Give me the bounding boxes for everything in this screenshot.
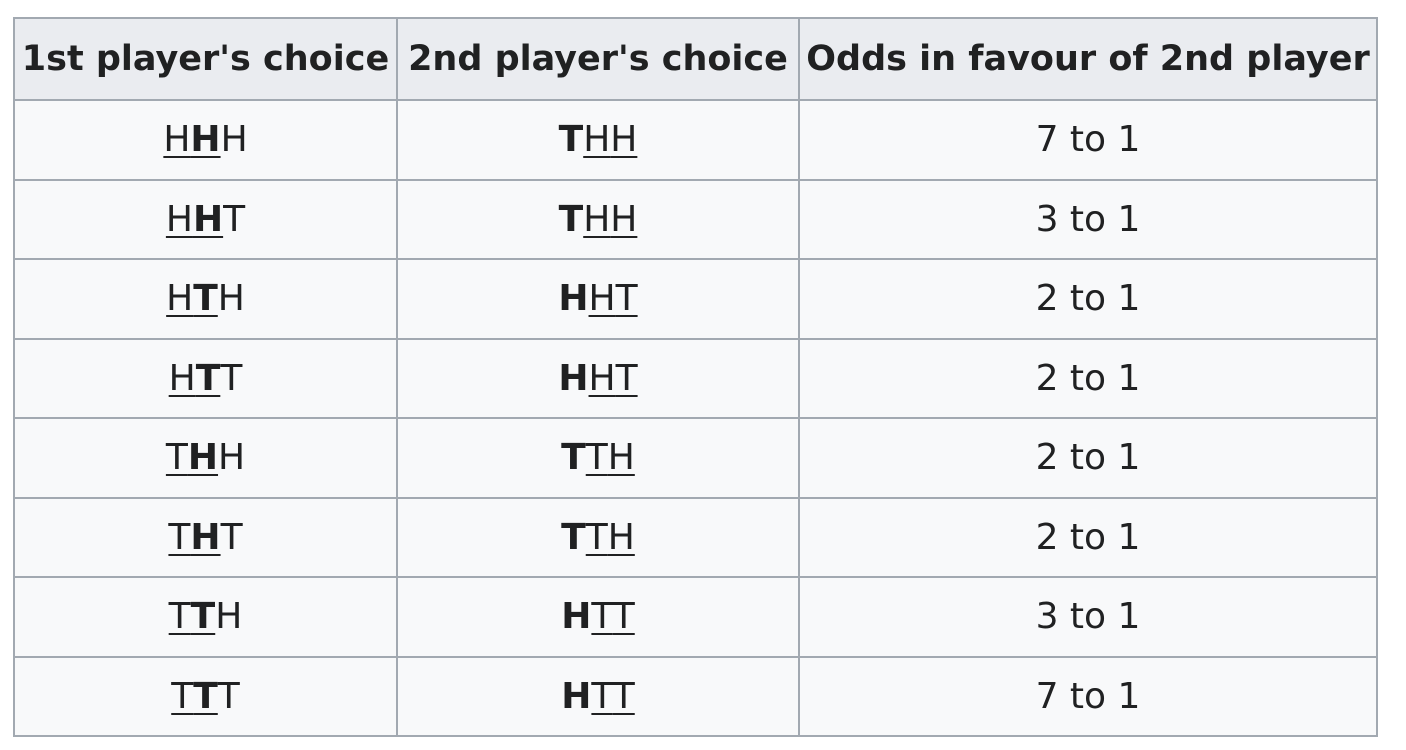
second-choice-letter: H: [610, 119, 638, 161]
table-body: HHH THH 7 to 1 HHT THH 3 to 1 HTH HHT 2 to 1 HTT H…: [13, 99, 1378, 737]
first-choice-letter: T: [168, 516, 191, 558]
first-choice-letter: T: [190, 596, 216, 638]
second-choice-letter: H: [610, 198, 638, 240]
table-row: THH TTH 2 to 1: [13, 417, 1378, 499]
second-choice-letter: T: [585, 437, 608, 479]
first-choice-cell: TTT: [13, 655, 398, 737]
second-choice-cell: TTH: [396, 417, 800, 499]
odds-cell: 2 to 1: [798, 417, 1378, 499]
odds-cell: 3 to 1: [798, 576, 1378, 658]
second-choice-letter: T: [558, 119, 584, 161]
first-choice-letter: T: [217, 675, 240, 717]
first-choice-letter: T: [220, 357, 243, 399]
second-choice-cell: HTT: [396, 655, 800, 737]
second-choice-letter: T: [561, 437, 586, 479]
second-choice-letter: H: [588, 357, 616, 399]
second-choice-letter: T: [591, 596, 613, 638]
second-choice-letter: H: [561, 596, 592, 638]
second-choice-letter: T: [558, 198, 584, 240]
first-choice-letter: T: [223, 198, 246, 240]
first-choice-cell: HHH: [13, 99, 398, 181]
second-choice-letter: H: [558, 357, 589, 399]
first-choice-letter: T: [193, 675, 218, 717]
second-choice-cell: THH: [396, 178, 800, 260]
second-choice-letter: H: [607, 516, 635, 558]
table-row: HHH THH 7 to 1: [13, 99, 1378, 181]
second-choice-letter: H: [558, 278, 589, 320]
odds-cell: 2 to 1: [798, 337, 1378, 419]
header-first-choice: 1st player's choice: [13, 17, 398, 101]
penney-game-odds-table: 1st player's choice 2nd player's choice …: [13, 17, 1378, 737]
first-choice-letter: T: [220, 516, 243, 558]
odds-cell: 2 to 1: [798, 258, 1378, 340]
first-choice-letter: T: [165, 437, 188, 479]
first-choice-letter: H: [217, 278, 245, 320]
first-choice-letter: H: [165, 198, 193, 240]
first-choice-letter: H: [220, 119, 248, 161]
table-row: THT TTH 2 to 1: [13, 496, 1378, 578]
second-choice-letter: H: [583, 198, 611, 240]
first-choice-cell: HHT: [13, 178, 398, 260]
header-odds: Odds in favour of 2nd player: [798, 17, 1378, 101]
second-choice-letter: T: [585, 516, 608, 558]
odds-cell: 7 to 1: [798, 99, 1378, 181]
odds-cell: 3 to 1: [798, 178, 1378, 260]
first-choice-cell: THH: [13, 417, 398, 499]
second-choice-letter: H: [583, 119, 611, 161]
first-choice-letter: T: [171, 675, 194, 717]
second-choice-letter: T: [615, 278, 638, 320]
first-choice-cell: THT: [13, 496, 398, 578]
second-choice-letter: T: [615, 357, 638, 399]
second-choice-letter: H: [561, 675, 592, 717]
first-choice-letter: H: [192, 198, 224, 240]
table-row: TTT HTT 7 to 1: [13, 655, 1378, 737]
first-choice-letter: H: [163, 119, 191, 161]
header-row: 1st player's choice 2nd player's choice …: [13, 17, 1378, 101]
first-choice-letter: T: [193, 278, 218, 320]
second-choice-cell: TTH: [396, 496, 800, 578]
first-choice-cell: HTT: [13, 337, 398, 419]
second-choice-letter: T: [591, 675, 613, 717]
table-row: HHT THH 3 to 1: [13, 178, 1378, 260]
second-choice-letter: H: [607, 437, 635, 479]
first-choice-letter: H: [187, 437, 219, 479]
odds-cell: 7 to 1: [798, 655, 1378, 737]
first-choice-letter: H: [166, 278, 194, 320]
first-choice-letter: T: [195, 357, 221, 399]
second-choice-cell: THH: [396, 99, 800, 181]
first-choice-cell: HTH: [13, 258, 398, 340]
second-choice-letter: H: [588, 278, 616, 320]
second-choice-cell: HHT: [396, 337, 800, 419]
second-choice-cell: HHT: [396, 258, 800, 340]
first-choice-letter: H: [190, 516, 221, 558]
first-choice-letter: H: [218, 437, 246, 479]
table-row: HTT HHT 2 to 1: [13, 337, 1378, 419]
first-choice-letter: T: [168, 596, 191, 638]
first-choice-letter: H: [190, 119, 221, 161]
header-second-choice: 2nd player's choice: [396, 17, 800, 101]
second-choice-letter: T: [612, 675, 635, 717]
second-choice-cell: HTT: [396, 576, 800, 658]
first-choice-letter: H: [168, 357, 196, 399]
second-choice-letter: T: [561, 516, 586, 558]
odds-cell: 2 to 1: [798, 496, 1378, 578]
second-choice-letter: T: [612, 596, 635, 638]
first-choice-cell: TTH: [13, 576, 398, 658]
table-row: HTH HHT 2 to 1: [13, 258, 1378, 340]
first-choice-letter: H: [215, 596, 243, 638]
table-row: TTH HTT 3 to 1: [13, 576, 1378, 658]
